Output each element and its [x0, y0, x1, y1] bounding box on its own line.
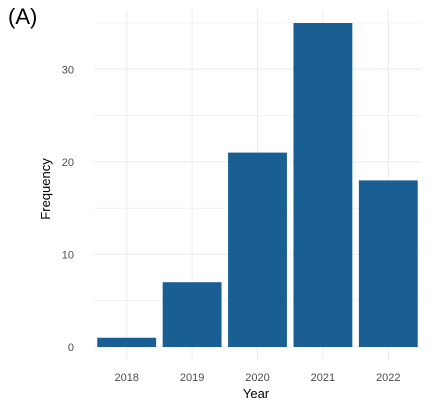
bar-2019: [162, 282, 222, 347]
bar-2018: [97, 337, 157, 347]
y-tick-label: 30: [62, 64, 74, 76]
bar-2020: [228, 152, 287, 347]
x-tick-labels: 2018 2019 2020 2021 2022: [114, 372, 400, 384]
x-tick-label: 2020: [245, 372, 269, 384]
y-tick-label: 20: [62, 157, 74, 169]
x-tick-label: 2021: [311, 372, 335, 384]
panel-label: (A): [8, 4, 38, 29]
x-tick-label: 2019: [180, 372, 204, 384]
y-axis-title: Frequency: [38, 158, 53, 220]
bar-2022: [358, 180, 418, 347]
x-tick-label: 2022: [376, 372, 400, 384]
bar-2021: [293, 23, 353, 347]
y-tick-label: 0: [68, 342, 74, 354]
y-tick-label: 10: [62, 249, 74, 261]
x-axis-title: Year: [243, 386, 270, 400]
bars: [97, 23, 418, 347]
x-tick-label: 2018: [114, 372, 138, 384]
y-tick-labels: 0 10 20 30: [62, 64, 74, 354]
